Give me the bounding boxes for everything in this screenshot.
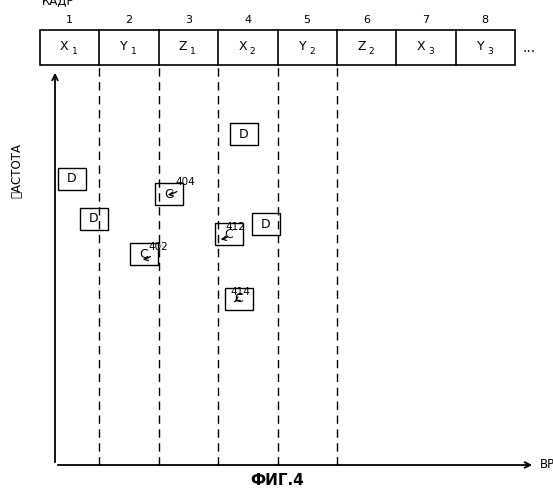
Text: X: X [416, 40, 425, 53]
Text: 1: 1 [66, 15, 73, 25]
Bar [215, 223, 243, 245]
Text: 2: 2 [368, 47, 374, 56]
Text: C: C [165, 188, 174, 200]
Text: C: C [225, 228, 233, 240]
Bar [230, 123, 258, 145]
Text: D: D [239, 128, 249, 140]
Text: 4: 4 [244, 15, 252, 25]
Text: 8: 8 [482, 15, 489, 25]
Text: C: C [139, 248, 148, 260]
Bar [252, 213, 280, 235]
Bar [58, 168, 86, 190]
Text: ФИГ.4: ФИГ.4 [250, 473, 304, 488]
Text: Z: Z [357, 40, 366, 53]
Text: 3: 3 [428, 47, 434, 56]
Bar [40, 30, 515, 65]
Text: 7: 7 [422, 15, 430, 25]
Text: Y: Y [121, 40, 128, 53]
Text: 402: 402 [144, 242, 168, 260]
Bar [225, 288, 253, 310]
Bar [155, 183, 183, 205]
Text: 3: 3 [185, 15, 192, 25]
Text: 404: 404 [169, 177, 195, 196]
Text: ...: ... [523, 40, 536, 54]
Text: 414: 414 [230, 287, 250, 302]
Text: X: X [238, 40, 247, 53]
Text: D: D [89, 212, 99, 226]
Bar [130, 243, 158, 265]
Text: Y: Y [299, 40, 306, 53]
Text: 3: 3 [487, 47, 493, 56]
Bar [80, 208, 108, 230]
Text: 6: 6 [363, 15, 370, 25]
Text: D: D [67, 172, 77, 186]
Text: 2: 2 [309, 47, 315, 56]
Text: 1: 1 [190, 47, 196, 56]
Text: 5: 5 [304, 15, 311, 25]
Text: ВРЕМЯ: ВРЕМЯ [540, 458, 553, 471]
Text: 2: 2 [126, 15, 133, 25]
Text: 1: 1 [72, 47, 77, 56]
Text: X: X [60, 40, 69, 53]
Text: 䉺АСТОТА: 䉺АСТОТА [10, 142, 23, 198]
Text: C: C [234, 292, 243, 306]
Text: 1: 1 [131, 47, 137, 56]
Text: Y: Y [477, 40, 484, 53]
Text: D: D [261, 218, 271, 230]
Text: Z: Z [179, 40, 187, 53]
Text: КАДР: КАДР [42, 0, 75, 8]
Text: 2: 2 [250, 47, 255, 56]
Text: 412: 412 [222, 222, 245, 240]
